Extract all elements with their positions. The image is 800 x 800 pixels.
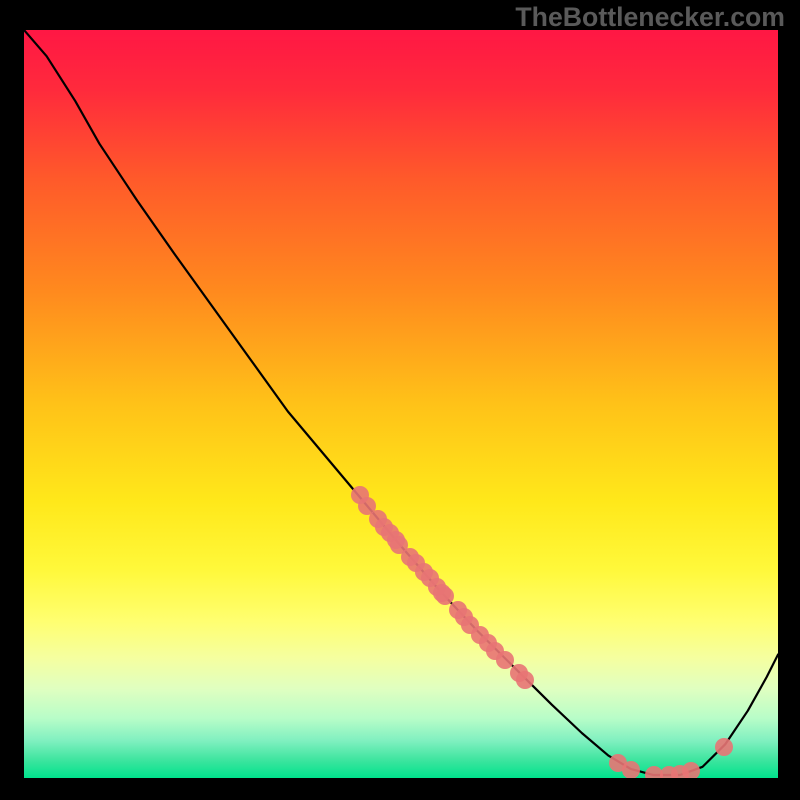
canvas: TheBottlenecker.com	[0, 0, 800, 800]
watermark-text: TheBottlenecker.com	[515, 2, 785, 33]
plot-area	[24, 30, 778, 778]
data-point	[715, 738, 733, 756]
data-point	[622, 761, 640, 778]
data-point	[516, 671, 534, 689]
curve-layer	[24, 30, 778, 778]
data-point	[682, 762, 700, 778]
curve-path	[24, 30, 778, 775]
